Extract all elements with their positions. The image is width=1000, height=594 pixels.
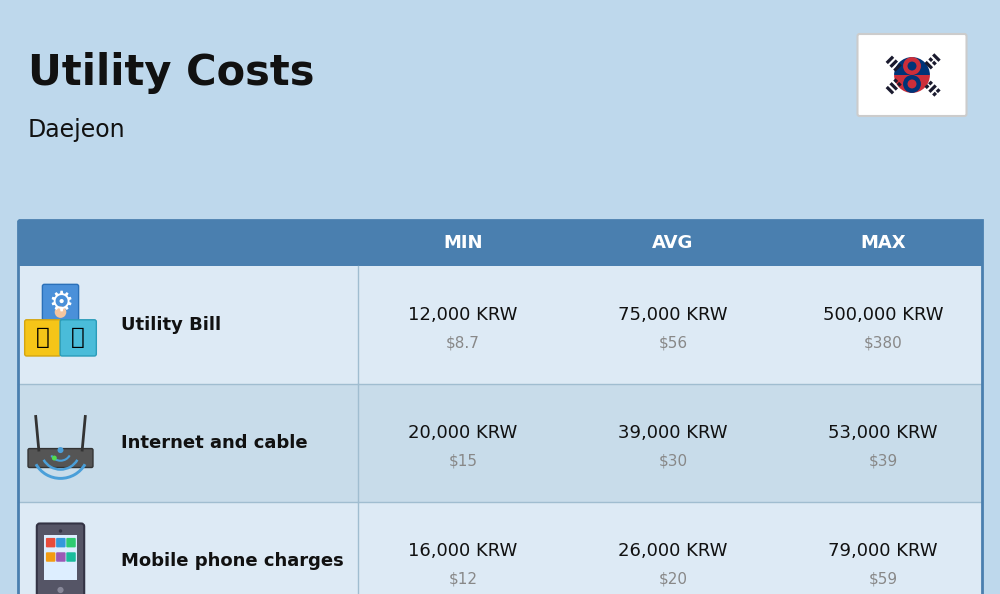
FancyBboxPatch shape: [56, 538, 66, 548]
Polygon shape: [889, 82, 898, 91]
Circle shape: [55, 307, 66, 318]
Bar: [18, 220, 982, 266]
Polygon shape: [889, 59, 898, 68]
FancyBboxPatch shape: [66, 538, 76, 548]
Text: Internet and cable: Internet and cable: [121, 434, 308, 452]
FancyBboxPatch shape: [46, 538, 55, 548]
Polygon shape: [932, 91, 937, 97]
Text: $12: $12: [448, 571, 478, 586]
Polygon shape: [897, 82, 902, 87]
Text: ⚙: ⚙: [48, 289, 73, 317]
Circle shape: [903, 75, 921, 93]
Circle shape: [59, 529, 62, 533]
FancyBboxPatch shape: [60, 320, 96, 356]
Text: 16,000 KRW: 16,000 KRW: [408, 542, 518, 560]
Polygon shape: [924, 61, 933, 69]
FancyBboxPatch shape: [46, 552, 55, 562]
Bar: [18, 220, 982, 594]
Text: $56: $56: [658, 336, 688, 350]
Text: 39,000 KRW: 39,000 KRW: [618, 424, 728, 442]
Text: MIN: MIN: [443, 234, 483, 252]
Text: Utility Bill: Utility Bill: [121, 316, 221, 334]
Circle shape: [908, 80, 916, 89]
Text: Daejeon: Daejeon: [28, 118, 126, 142]
Text: $20: $20: [658, 571, 688, 586]
Wedge shape: [894, 57, 930, 75]
Bar: [18, 384, 982, 502]
Circle shape: [58, 447, 64, 453]
Polygon shape: [932, 53, 941, 62]
Text: Utility Costs: Utility Costs: [28, 52, 314, 94]
Text: 53,000 KRW: 53,000 KRW: [828, 424, 938, 442]
Bar: [44, 535, 77, 580]
Text: Mobile phone charges: Mobile phone charges: [121, 552, 344, 570]
FancyBboxPatch shape: [25, 320, 61, 356]
Circle shape: [52, 456, 57, 460]
Text: $30: $30: [658, 453, 688, 469]
Wedge shape: [894, 75, 930, 93]
Polygon shape: [886, 86, 894, 94]
Text: 26,000 KRW: 26,000 KRW: [618, 542, 728, 560]
FancyBboxPatch shape: [42, 285, 79, 321]
Text: 20,000 KRW: 20,000 KRW: [408, 424, 518, 442]
Text: 79,000 KRW: 79,000 KRW: [828, 542, 938, 560]
FancyBboxPatch shape: [28, 448, 93, 467]
Polygon shape: [928, 57, 933, 62]
Circle shape: [57, 587, 64, 593]
FancyBboxPatch shape: [37, 523, 84, 594]
Polygon shape: [932, 61, 937, 65]
Text: $8.7: $8.7: [446, 336, 480, 350]
Text: MAX: MAX: [860, 234, 906, 252]
FancyBboxPatch shape: [66, 552, 76, 562]
Polygon shape: [893, 63, 902, 72]
Text: 75,000 KRW: 75,000 KRW: [618, 306, 728, 324]
Circle shape: [908, 62, 916, 71]
Polygon shape: [928, 81, 933, 86]
Bar: [18, 266, 982, 384]
Polygon shape: [893, 78, 898, 83]
FancyBboxPatch shape: [56, 552, 66, 562]
Polygon shape: [936, 88, 941, 93]
Circle shape: [903, 57, 921, 75]
Polygon shape: [886, 56, 894, 64]
Text: $380: $380: [864, 336, 902, 350]
Text: 🚿: 🚿: [71, 326, 85, 349]
Text: $59: $59: [868, 571, 898, 586]
Bar: [867, 43, 957, 107]
Text: AVG: AVG: [652, 234, 694, 252]
FancyBboxPatch shape: [858, 34, 966, 116]
Text: 12,000 KRW: 12,000 KRW: [408, 306, 518, 324]
Polygon shape: [925, 84, 929, 89]
Text: 🔌: 🔌: [36, 326, 50, 349]
Text: 500,000 KRW: 500,000 KRW: [823, 306, 943, 324]
Polygon shape: [928, 84, 937, 93]
Text: $15: $15: [448, 453, 478, 469]
Text: $39: $39: [868, 453, 898, 469]
Bar: [18, 502, 982, 594]
